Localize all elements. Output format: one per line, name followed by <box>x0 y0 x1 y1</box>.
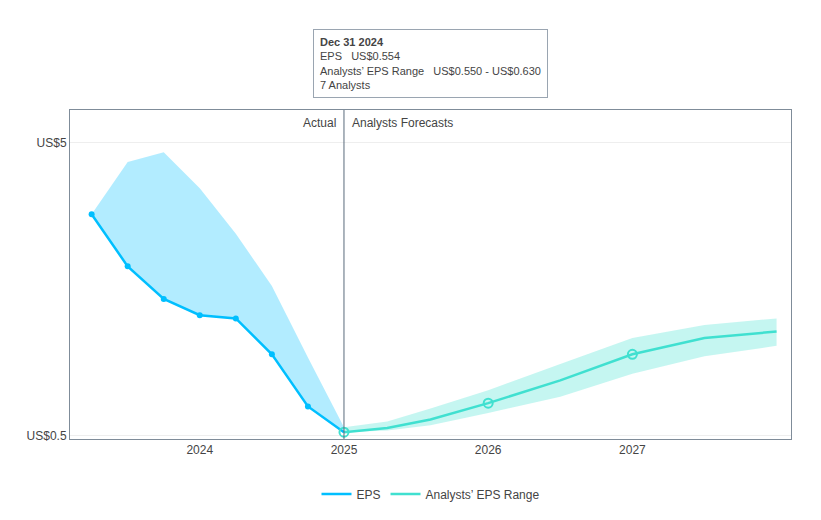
svg-text:Analysts Forecasts: Analysts Forecasts <box>352 116 453 130</box>
svg-text:2025: 2025 <box>331 443 358 457</box>
svg-text:Dec 31 2024EPS US$0.554Analy: Dec 31 2024EPS US$0.554Analysts’ EPS Ran… <box>320 36 541 91</box>
svg-text:Actual: Actual <box>303 116 336 130</box>
svg-text:Analysts’ EPS Range: Analysts’ EPS Range <box>426 488 540 502</box>
svg-text:EPS: EPS <box>357 488 381 502</box>
svg-text:2027: 2027 <box>619 443 646 457</box>
svg-text:2026: 2026 <box>475 443 502 457</box>
svg-text:US$5: US$5 <box>37 136 67 150</box>
svg-text:2024: 2024 <box>186 443 213 457</box>
svg-text:US$0.5: US$0.5 <box>27 429 67 443</box>
